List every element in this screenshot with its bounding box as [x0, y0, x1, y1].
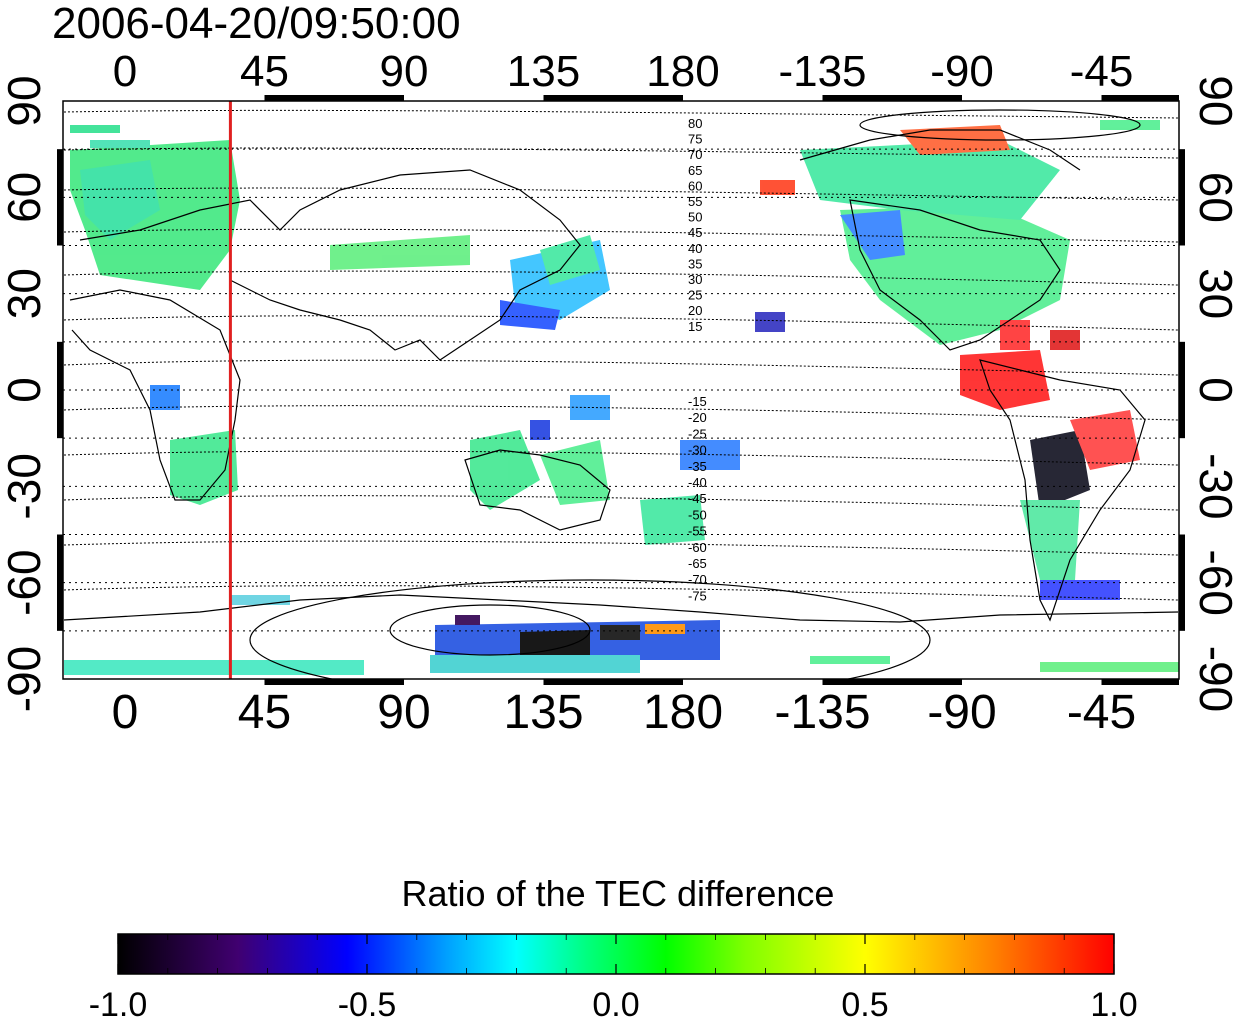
lat-tick-left: 30: [0, 268, 50, 319]
axis-bar-bottom: [1101, 679, 1179, 685]
axis-bars: [57, 95, 1185, 685]
contour-label: 45: [688, 225, 702, 240]
colorbar-tick-label: -0.5: [338, 986, 397, 1024]
lat-tick-right: -60: [1190, 549, 1240, 615]
colorbar-tick-label: 0.5: [841, 986, 888, 1024]
contour-label: 40: [688, 241, 702, 256]
contour-label: 35: [688, 256, 702, 271]
contour-label: -30: [688, 443, 707, 458]
contour-label: 20: [688, 303, 702, 318]
lon-tick-bottom: -45: [1067, 686, 1136, 739]
contour-label: 15: [688, 319, 702, 334]
lat-tick-left: 0: [0, 377, 50, 403]
lon-tick-bottom: -135: [774, 686, 870, 739]
axis-bar-right: [1179, 341, 1185, 439]
contour-label: -20: [688, 410, 707, 425]
axis-bar-bottom: [822, 679, 962, 685]
lon-tick-bottom: 135: [503, 686, 583, 739]
map-timestamp: 2006-04-20/09:50:00: [52, 0, 461, 48]
lat-tick-left: 90: [0, 75, 50, 126]
lat-tick-right: 30: [1190, 268, 1240, 319]
magnetic-contours: [63, 109, 1179, 601]
contour-label: 50: [688, 210, 702, 225]
lat-tick-right: -30: [1190, 453, 1240, 519]
axis-bar-left: [57, 534, 63, 631]
lat-tick-right: -90: [1190, 646, 1240, 712]
lon-tick-top: -135: [778, 47, 866, 96]
axis-bar-bottom: [543, 679, 683, 685]
contour-label: -75: [688, 588, 707, 603]
axis-bar-top: [264, 95, 404, 101]
colorbar-title: Ratio of the TEC difference: [402, 873, 835, 914]
contour-labels-south: -15-20-25 -30-35-40-45-50 -55-60-65-70-75: [688, 394, 707, 603]
lat-lon-grid: [63, 101, 1179, 679]
lon-tick-top: -45: [1070, 47, 1134, 96]
contour-label: 70: [688, 147, 702, 162]
lon-tick-bottom: -90: [927, 686, 996, 739]
lon-ticks-bottom: 0 45 90 135 180 -135 -90 -45: [112, 686, 1137, 739]
lat-tick-left: -30: [0, 453, 50, 519]
contour-label: -25: [688, 426, 707, 441]
lon-tick-top: 135: [507, 47, 580, 96]
contour-label: -55: [688, 524, 707, 539]
axis-bar-bottom: [264, 679, 404, 685]
lat-ticks-right: 90 60 30 0 -30 -60 -90: [1190, 75, 1240, 712]
contour-label: 30: [688, 272, 702, 287]
lat-tick-right: 90: [1190, 75, 1240, 126]
lat-tick-left: -60: [0, 549, 50, 615]
contour-label: -40: [688, 475, 707, 490]
contour-label: 55: [688, 194, 702, 209]
contour-label: -15: [688, 394, 707, 409]
lat-tick-right: 0: [1190, 377, 1240, 403]
lon-tick-bottom: 180: [643, 686, 723, 739]
tec-data-layer: [64, 120, 1179, 675]
colorbar-ticks: -1.0 -0.5 0.0 0.5 1.0: [89, 934, 1138, 1024]
axis-bar-left: [57, 149, 63, 246]
axis-bar-left: [57, 341, 63, 439]
lat-tick-left: -90: [0, 646, 50, 712]
axis-bar-top: [822, 95, 962, 101]
axis-bar-right: [1179, 534, 1185, 631]
lon-tick-top: 180: [646, 47, 719, 96]
lon-tick-bottom: 90: [377, 686, 430, 739]
axis-bar-top: [543, 95, 683, 101]
contour-label: 60: [688, 178, 702, 193]
coastlines: [63, 129, 1179, 623]
axis-bar-right: [1179, 149, 1185, 246]
lon-tick-bottom: 0: [112, 686, 139, 739]
lat-tick-left: 60: [0, 172, 50, 223]
contour-label: -50: [688, 507, 707, 522]
colorbar-tick-label: 1.0: [1090, 986, 1137, 1024]
axis-bar-top: [1101, 95, 1179, 101]
auroral-ovals: [249, 109, 1141, 679]
lat-tick-right: 60: [1190, 172, 1240, 223]
lat-ticks-left: 90 60 30 0 -30 -60 -90: [0, 75, 50, 712]
contour-label: -35: [688, 459, 707, 474]
colorbar-tick-label: 0.0: [592, 986, 639, 1024]
lon-tick-top: 45: [240, 47, 289, 96]
contour-label: -70: [688, 572, 707, 587]
lon-tick-bottom: 45: [238, 686, 291, 739]
lon-tick-top: -90: [930, 47, 994, 96]
contour-label: -45: [688, 491, 707, 506]
contour-label: -60: [688, 540, 707, 555]
contour-label: 65: [688, 163, 702, 178]
colorbar-tick-label: -1.0: [89, 986, 148, 1024]
contour-label: 25: [688, 288, 702, 303]
contour-label: 75: [688, 132, 702, 147]
contour-label: -65: [688, 556, 707, 571]
lon-ticks-top: 0 45 90 135 180 -135 -90 -45: [113, 47, 1134, 96]
lon-tick-top: 90: [380, 47, 429, 96]
lon-tick-top: 0: [113, 47, 137, 96]
contour-label: 80: [688, 116, 702, 131]
